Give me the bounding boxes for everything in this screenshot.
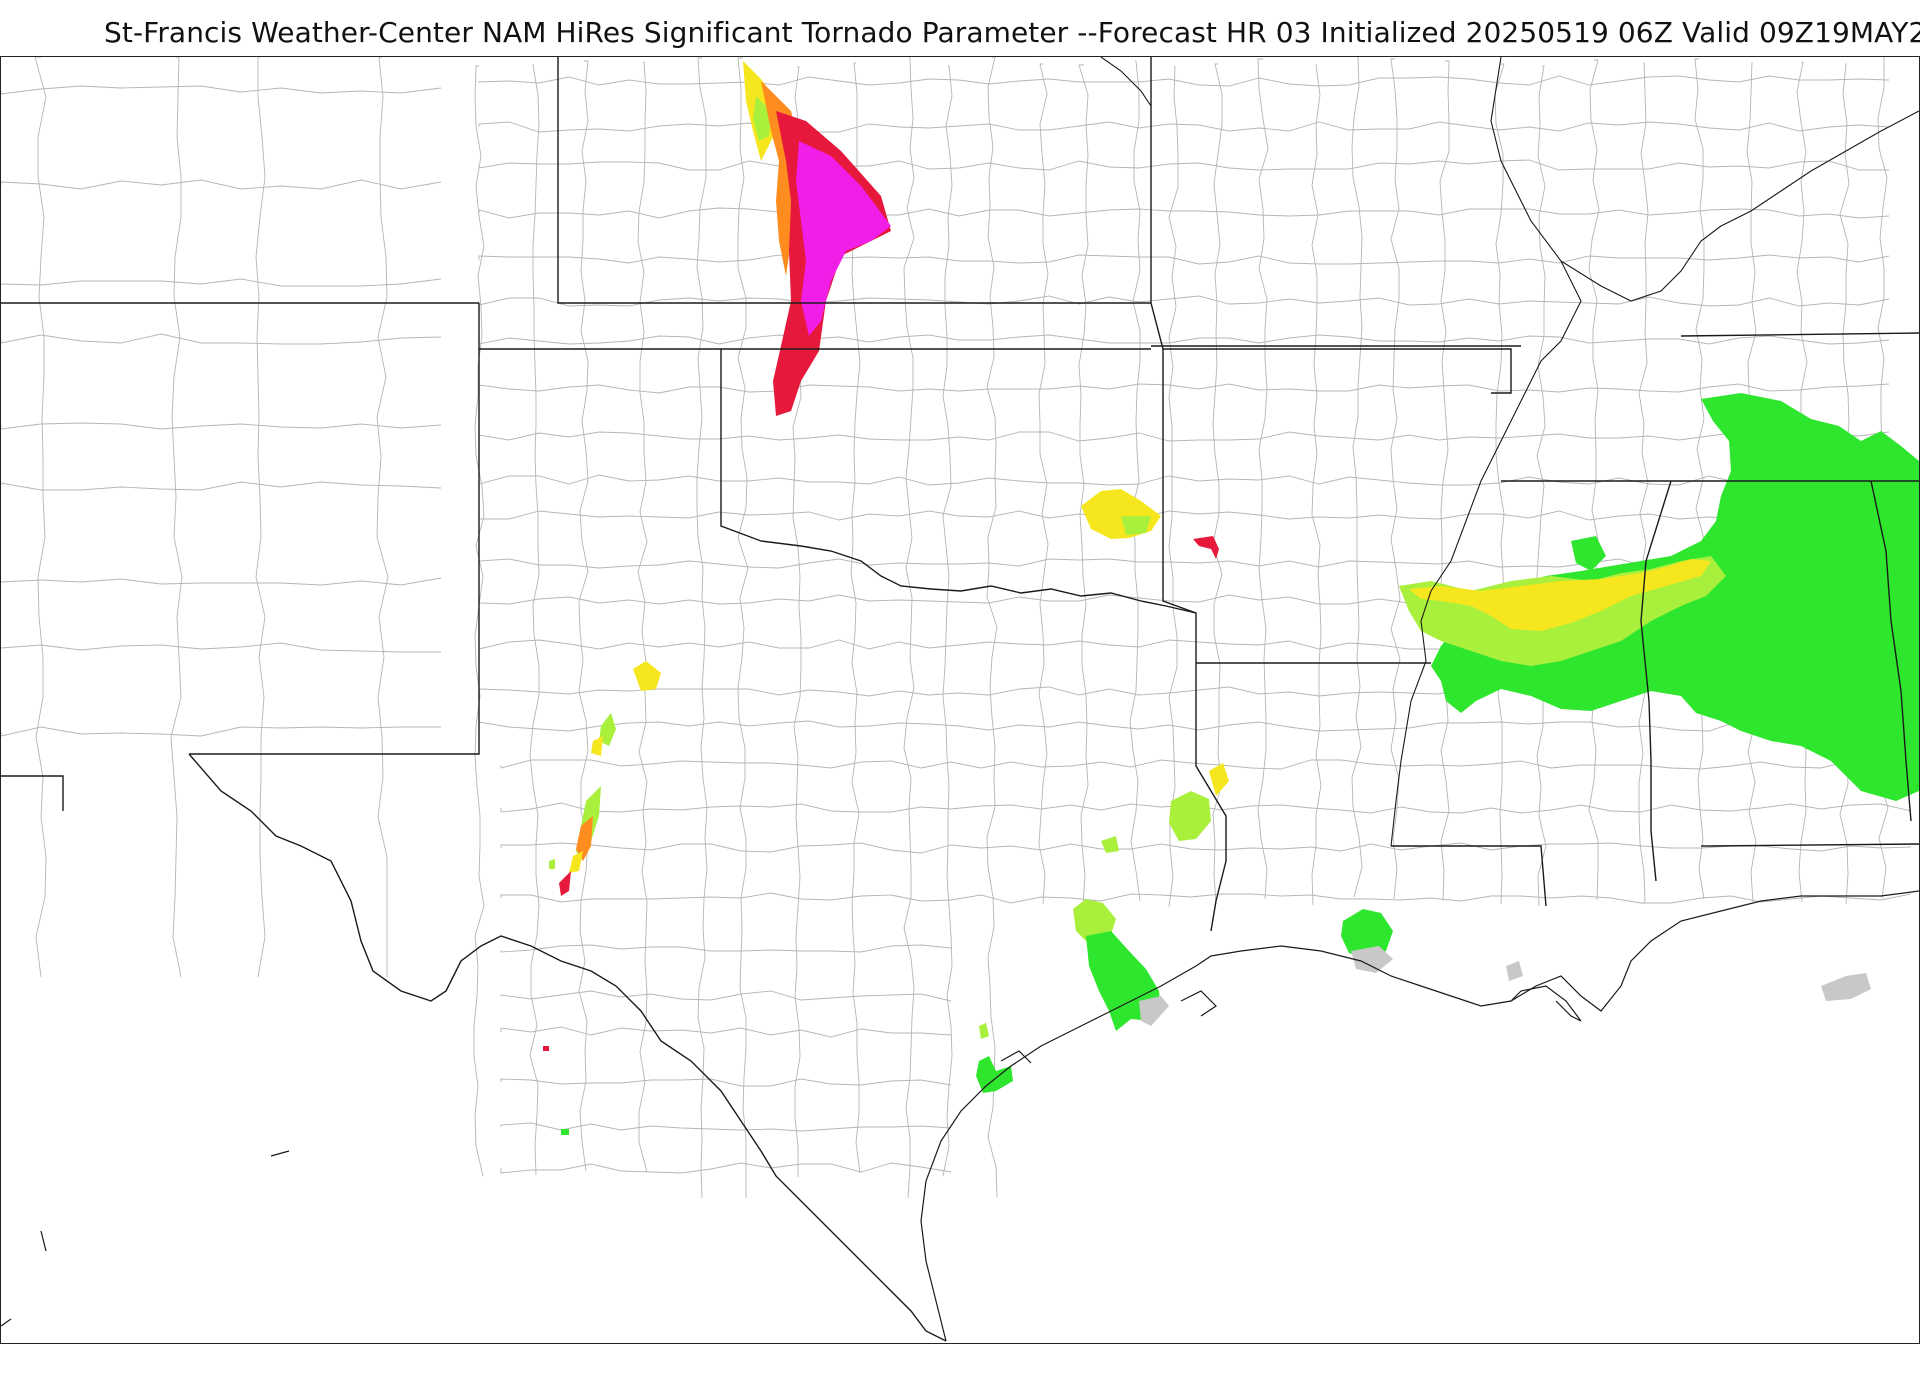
coastline: [1, 890, 1919, 1342]
stp-area-kansas-oklahoma: [743, 61, 891, 416]
stp-shading: [543, 61, 1919, 1135]
stp-area-houston: [976, 899, 1169, 1093]
map-frame: [0, 56, 1920, 1344]
county-borders: [1, 57, 1912, 1199]
stp-area-louisiana-coast: [1341, 909, 1871, 1001]
title-bar: St-Francis Weather-Center NAM HiRes Sign…: [0, 0, 1920, 56]
stp-area-red-spot: [1193, 536, 1219, 559]
stp-area-arklatex: [1101, 763, 1229, 853]
forecast-map: [1, 57, 1919, 1342]
stp-area-west-texas: [543, 661, 661, 1135]
stp-area-mississippi-alabama: [1399, 393, 1919, 801]
stp-area-red-river: [1081, 489, 1161, 539]
map-title: St-Francis Weather-Center NAM HiRes Sign…: [104, 16, 1920, 49]
state-borders: [1, 57, 1919, 1342]
